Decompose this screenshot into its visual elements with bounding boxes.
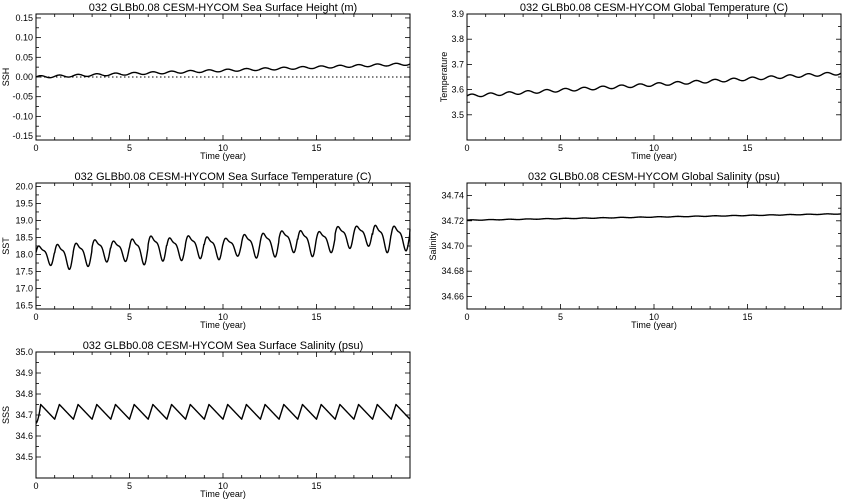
y-axis-label: Salinity xyxy=(428,231,438,261)
y-axis-label: SSS xyxy=(1,406,11,424)
x-axis-label: Time (year) xyxy=(631,151,677,161)
chart-title: 032 GLBb0.08 CESM-HYCOM Global Salinity … xyxy=(528,171,780,183)
y-axis-label: Temperature xyxy=(439,52,449,103)
y-axis: 34.66 34.68 34.70 34.72 34.74 xyxy=(441,191,841,301)
chart-title: 032 GLBb0.08 CESM-HYCOM Sea Surface Sali… xyxy=(83,340,364,352)
chart-title: 032 GLBb0.08 CESM-HYCOM Sea Surface Temp… xyxy=(75,171,372,183)
y-tick-label: -0.05 xyxy=(12,92,33,102)
x-axis: 0 5 10 15 xyxy=(464,14,842,153)
x-tick-label: 0 xyxy=(464,143,469,153)
series-layer xyxy=(466,213,842,221)
x-axis: 0 5 10 15 xyxy=(464,183,842,322)
y-tick-label: 18.0 xyxy=(15,250,33,260)
y-tick-label: -0.15 xyxy=(12,131,33,141)
y-tick-label: 3.8 xyxy=(451,34,464,44)
series-line xyxy=(466,71,842,98)
panel-global-temperature: 032 GLBb0.08 CESM-HYCOM Global Temperatu… xyxy=(439,2,842,161)
x-axis-label: Time (year) xyxy=(200,320,246,330)
series-layer xyxy=(35,224,411,271)
y-tick-label: 34.8 xyxy=(15,389,33,399)
panel-global-salinity: 032 GLBb0.08 CESM-HYCOM Global Salinity … xyxy=(428,171,842,330)
y-tick-label: 34.9 xyxy=(15,368,33,378)
x-tick-label: 10 xyxy=(649,312,659,322)
y-tick-label: 3.6 xyxy=(451,85,464,95)
x-tick-label: 5 xyxy=(558,143,563,153)
y-tick-label: 34.68 xyxy=(441,266,464,276)
x-tick-label: 0 xyxy=(33,481,38,491)
x-axis: 0 5 10 15 xyxy=(33,183,411,322)
y-tick-label: 34.6 xyxy=(15,431,33,441)
panel-sss: 032 GLBb0.08 CESM-HYCOM Sea Surface Sali… xyxy=(1,340,411,499)
y-tick-label: 18.5 xyxy=(15,232,33,242)
x-axis-label: Time (year) xyxy=(631,320,677,330)
x-tick-label: 0 xyxy=(33,143,38,153)
series-layer xyxy=(35,403,411,424)
y-tick-label: 19.5 xyxy=(15,198,33,208)
series-layer xyxy=(466,71,842,98)
y-tick-label: -0.10 xyxy=(12,111,33,121)
y-axis: -0.15 -0.10 -0.05 0.00 0.05 0.10 0.15 xyxy=(12,13,410,141)
series-line xyxy=(35,224,411,271)
x-tick-label: 5 xyxy=(558,312,563,322)
y-tick-label: 0.10 xyxy=(15,33,33,43)
y-tick-label: 34.5 xyxy=(15,452,33,462)
x-axis-label: Time (year) xyxy=(200,151,246,161)
series-line xyxy=(466,213,842,221)
x-tick-label: 5 xyxy=(127,143,132,153)
series-layer xyxy=(35,62,411,79)
y-tick-label: 0.00 xyxy=(15,72,33,82)
y-tick-label: 17.5 xyxy=(15,267,33,277)
chart-title: 032 GLBb0.08 CESM-HYCOM Global Temperatu… xyxy=(520,2,788,14)
x-tick-label: 5 xyxy=(127,312,132,322)
x-tick-label: 15 xyxy=(311,143,321,153)
y-axis-label: SST xyxy=(1,237,11,255)
panel-sst: 032 GLBb0.08 CESM-HYCOM Sea Surface Temp… xyxy=(1,171,411,330)
x-tick-label: 15 xyxy=(311,481,321,491)
y-axis-label: SSH xyxy=(1,68,11,87)
y-tick-label: 19.0 xyxy=(15,215,33,225)
y-tick-label: 34.72 xyxy=(441,216,464,226)
y-axis: 34.5 34.6 34.7 34.8 34.9 35.0 xyxy=(15,347,410,462)
y-tick-label: 16.5 xyxy=(15,301,33,311)
y-tick-label: 34.66 xyxy=(441,291,464,301)
y-tick-label: 3.5 xyxy=(451,110,464,120)
y-tick-label: 34.70 xyxy=(441,241,464,251)
x-tick-label: 5 xyxy=(127,481,132,491)
x-tick-label: 10 xyxy=(649,143,659,153)
x-tick-label: 0 xyxy=(33,312,38,322)
x-tick-label: 10 xyxy=(218,143,228,153)
x-tick-label: 0 xyxy=(464,312,469,322)
y-tick-label: 34.7 xyxy=(15,410,33,420)
y-tick-label: 34.74 xyxy=(441,191,464,201)
y-axis: 3.5 3.6 3.7 3.8 3.9 xyxy=(451,9,841,120)
panel-ssh: 032 GLBb0.08 CESM-HYCOM Sea Surface Heig… xyxy=(1,2,411,161)
x-tick-label: 15 xyxy=(742,143,752,153)
x-tick-label: 10 xyxy=(218,481,228,491)
y-tick-label: 3.7 xyxy=(451,59,464,69)
x-axis: 0 5 10 15 xyxy=(33,352,411,491)
chart-title: 032 GLBb0.08 CESM-HYCOM Sea Surface Heig… xyxy=(89,2,357,14)
y-tick-label: 17.0 xyxy=(15,284,33,294)
x-tick-label: 10 xyxy=(218,312,228,322)
y-axis: 16.5 17.0 17.5 18.0 18.5 19.0 19.5 20.0 xyxy=(15,181,410,311)
y-tick-label: 0.05 xyxy=(15,52,33,62)
x-axis-label: Time (year) xyxy=(200,489,246,499)
y-tick-label: 3.9 xyxy=(451,9,464,19)
series-line xyxy=(35,62,411,79)
x-axis: 0 5 10 15 xyxy=(33,14,411,153)
x-tick-label: 15 xyxy=(742,312,752,322)
y-tick-label: 35.0 xyxy=(15,347,33,357)
x-tick-label: 15 xyxy=(311,312,321,322)
y-tick-label: 0.15 xyxy=(15,13,33,23)
y-tick-label: 20.0 xyxy=(15,181,33,191)
series-line xyxy=(35,403,411,424)
